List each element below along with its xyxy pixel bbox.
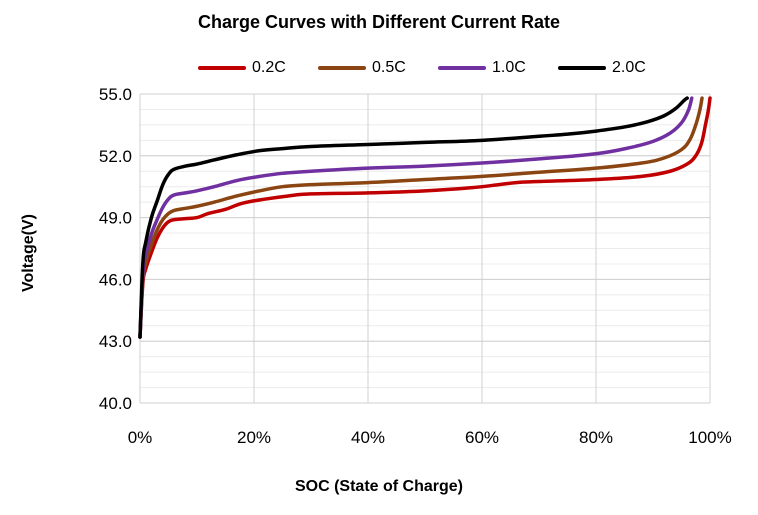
legend-entry-1.0C: 1.0C — [438, 57, 526, 79]
legend-swatch-icon — [318, 66, 366, 70]
chart-title: Charge Curves with Different Current Rat… — [197, 12, 561, 32]
legend-label: 0.2C — [252, 59, 286, 76]
y-tick-label: 52.0 — [99, 147, 132, 166]
y-tick-label: 43.0 — [99, 332, 132, 351]
legend-entry-0.2C: 0.2C — [198, 57, 286, 79]
minor-gridlines — [140, 93, 710, 404]
x-tick-label: 60% — [465, 428, 499, 447]
y-tick-label: 55.0 — [99, 85, 132, 104]
x-axis-title: SOC (State of Charge) — [294, 478, 463, 495]
series-lines — [138, 96, 712, 339]
y-tick-label: 49.0 — [99, 209, 132, 228]
x-tick-label: 80% — [579, 428, 613, 447]
legend-swatch-icon — [198, 66, 246, 70]
legend-entry-2.0C: 2.0C — [558, 57, 646, 79]
series-line-2.0C — [138, 96, 689, 339]
series-line-0.2C — [138, 96, 712, 339]
legend: 0.2C 0.5C 1.0C 2.0C — [0, 57, 758, 79]
legend-swatch-icon — [558, 66, 606, 70]
tick-labels: 40.0 43.0 46.0 49.0 52.0 55.0 0% 20% 40% 60% 80% 10… — [99, 85, 732, 447]
y-axis-title: Voltage(V) — [20, 214, 37, 292]
x-tick-label: 20% — [237, 428, 271, 447]
x-tick-label: 100% — [688, 428, 731, 447]
legend-label: 0.5C — [372, 59, 406, 76]
x-tick-label: 40% — [351, 428, 385, 447]
series-line-0.5C — [138, 96, 704, 339]
x-tick-label: 0% — [128, 428, 153, 447]
legend-swatch-icon — [438, 66, 486, 70]
legend-label: 1.0C — [492, 59, 526, 76]
y-tick-label: 46.0 — [99, 270, 132, 289]
legend-label: 2.0C — [612, 59, 646, 76]
series-line-1.0C — [138, 96, 694, 339]
legend-entry-0.5C: 0.5C — [318, 57, 406, 79]
y-tick-label: 40.0 — [99, 394, 132, 413]
